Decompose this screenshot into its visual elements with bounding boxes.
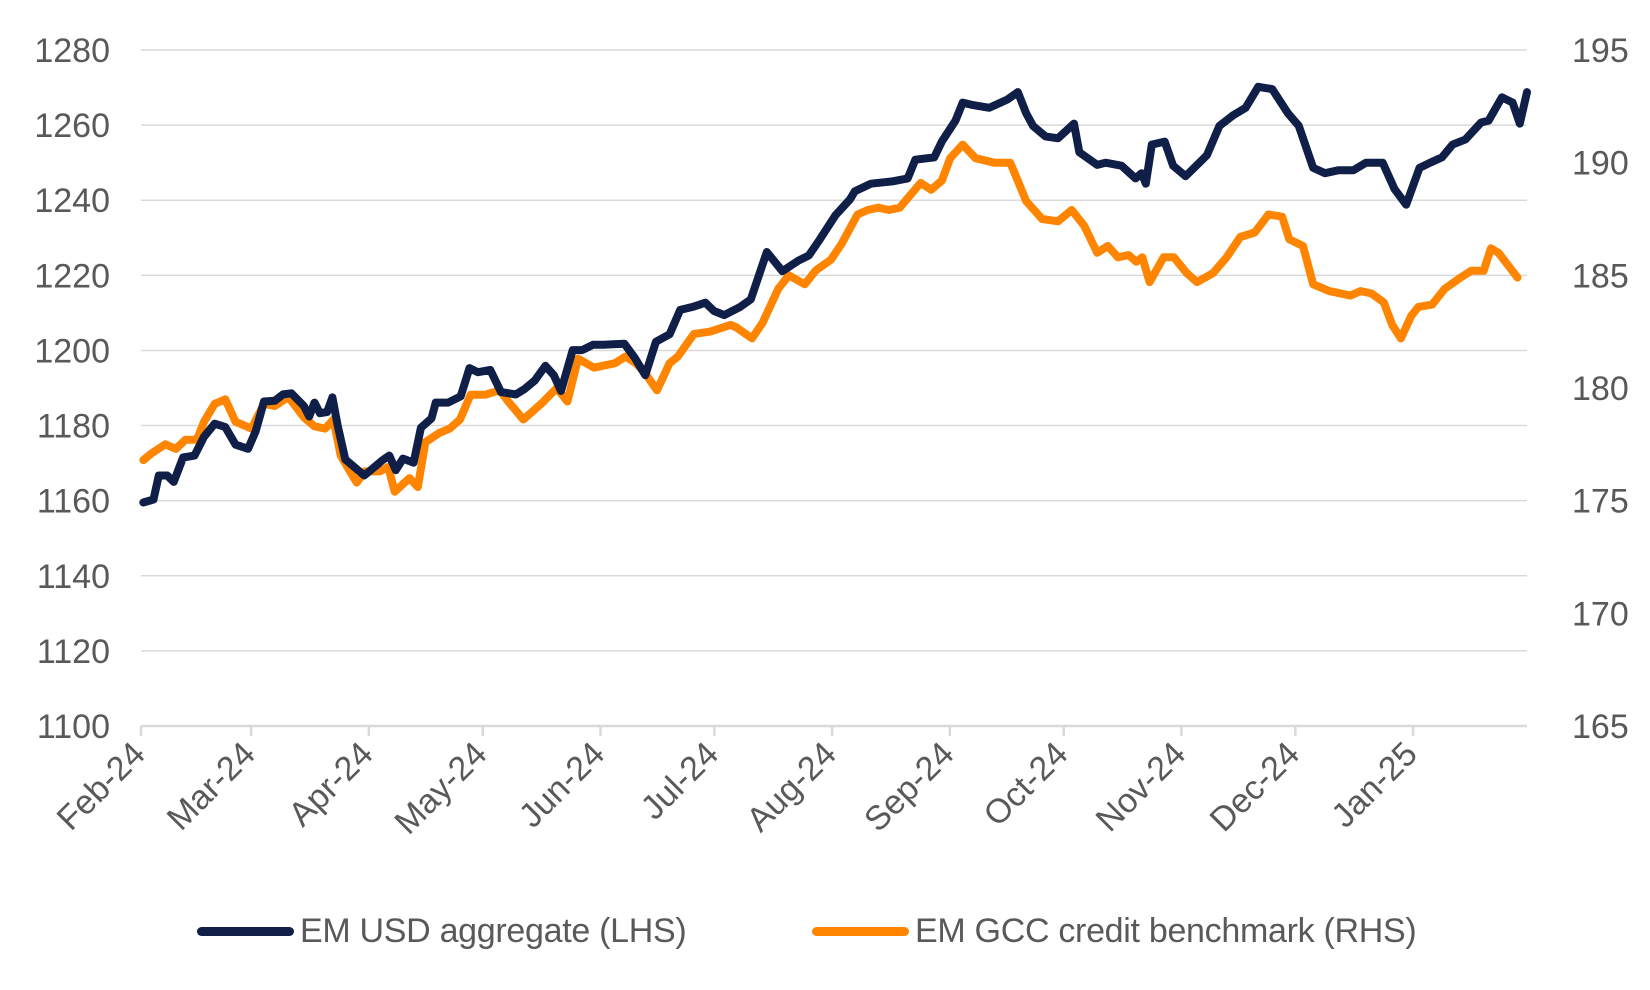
gridlines	[141, 49, 1527, 652]
right-y-axis: 165 170 175 180 185 190 195	[1572, 32, 1629, 746]
x-tick-label: Aug-24	[739, 735, 843, 839]
y-tick-label-right: 185	[1572, 257, 1629, 295]
legend: EM USD aggregate (LHS) EM GCC credit ben…	[0, 906, 1650, 956]
y-tick-label-left: 1220	[34, 257, 110, 295]
series-line-em-usd-aggregate	[139, 82, 1531, 507]
x-tick-label: Sep-24	[857, 735, 961, 839]
y-tick-label-left: 1240	[34, 182, 110, 220]
x-tick-label: Jan-25	[1324, 735, 1424, 835]
y-tick-label-right: 180	[1572, 370, 1629, 408]
y-tick-label-left: 1120	[37, 633, 110, 671]
y-tick-label-right: 165	[1572, 708, 1629, 746]
x-tick-label: Jun-24	[512, 735, 612, 835]
x-tick-label: Feb-24	[50, 735, 153, 838]
series-lines	[139, 82, 1531, 507]
legend-swatch-navy	[197, 926, 294, 936]
x-tick-label: May-24	[387, 735, 494, 842]
x-tick-label: Apr-24	[281, 735, 380, 834]
x-tick-label: Dec-24	[1203, 735, 1307, 839]
x-tick-label: Mar-24	[160, 735, 263, 838]
y-tick-label-left: 1260	[34, 107, 110, 145]
y-tick-label-left: 1200	[34, 332, 110, 370]
legend-item-em-gcc-credit-benchmark: EM GCC credit benchmark (RHS)	[812, 906, 1417, 956]
legend-label: EM GCC credit benchmark (RHS)	[915, 911, 1417, 950]
y-tick-label-right: 190	[1572, 145, 1629, 183]
y-tick-label-left: 1180	[37, 408, 110, 446]
x-tick-label: Jul-24	[634, 735, 726, 827]
y-tick-label-left: 1100	[37, 708, 110, 746]
y-tick-label-right: 170	[1572, 595, 1629, 633]
x-tick-label: Nov-24	[1089, 735, 1193, 839]
legend-swatch-orange	[812, 926, 909, 936]
series-line-em-gcc-credit-benchmark	[139, 140, 1522, 496]
y-tick-label-right: 175	[1572, 483, 1629, 521]
y-tick-label-right: 195	[1572, 32, 1629, 70]
legend-label: EM USD aggregate (LHS)	[300, 911, 687, 950]
y-tick-label-left: 1140	[37, 558, 110, 596]
x-axis: Feb-24 Mar-24 Apr-24 May-24 Jun-24 Jul-24 Aug-…	[50, 724, 1527, 842]
left-y-axis: 1100 1120 1140 1160 1180 1200 1220 1240 1260 1280	[34, 32, 110, 746]
y-tick-label-left: 1280	[34, 32, 110, 70]
legend-item-em-usd-aggregate: EM USD aggregate (LHS)	[197, 906, 687, 956]
x-tick-label: Oct-24	[976, 735, 1075, 834]
y-tick-label-left: 1160	[37, 483, 110, 521]
